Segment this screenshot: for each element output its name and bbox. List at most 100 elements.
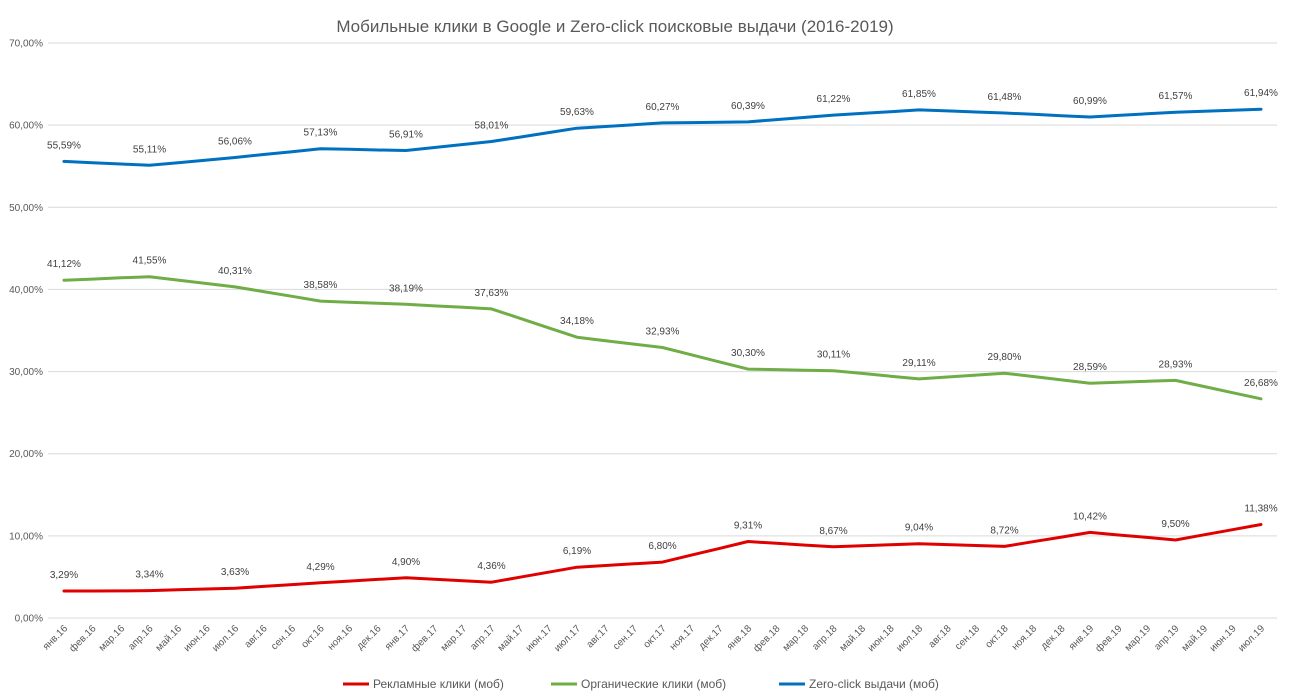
data-label: 28,93% (1159, 359, 1193, 370)
data-label: 32,93% (646, 327, 680, 338)
legend-label: Zero-click выдачи (моб) (809, 677, 939, 691)
x-tick-label: июл.16 (210, 623, 241, 654)
x-tick-label: фев.16 (67, 622, 99, 654)
y-tick-label: 10,00% (9, 531, 43, 542)
x-tick-label: дек.16 (355, 623, 384, 652)
x-tick-label: мар.19 (1123, 623, 1154, 654)
data-label: 28,59% (1073, 362, 1107, 373)
data-label: 30,11% (817, 350, 850, 361)
x-tick-label: июл.18 (894, 623, 925, 654)
x-tick-label: апр.17 (468, 623, 498, 653)
data-label: 61,85% (902, 89, 936, 100)
data-label: 61,57% (1159, 91, 1193, 102)
x-tick-label: июл.19 (1236, 623, 1267, 654)
x-tick-label: июн.16 (182, 623, 213, 654)
y-tick-label: 70,00% (9, 39, 43, 50)
data-label: 41,12% (47, 259, 81, 270)
data-label: 3,63% (221, 567, 249, 578)
x-tick-label: авг.17 (585, 623, 612, 650)
legend-item-2[interactable]: Органические клики (моб) (551, 677, 726, 691)
x-tick-label: сен.18 (953, 623, 982, 652)
data-label: 61,22% (817, 94, 851, 105)
legend-label: Рекламные клики (моб) (373, 677, 504, 691)
y-tick-label: 0,00% (15, 614, 43, 625)
series-line-2 (62, 275, 1263, 401)
data-labels: 3,29% 3,34% 3,63% 4,29% 4,90% 4,36% 6,19% 6,80%… (47, 88, 1278, 581)
data-label: 37,63% (475, 288, 509, 299)
y-axis: 0,00% 10,00% 20,00% 30,00% 40,00% 50,00% 60,00… (9, 39, 43, 625)
data-label: 38,58% (304, 280, 338, 291)
x-tick-label: июл.17 (552, 623, 583, 654)
x-tick-label: фев.18 (751, 622, 783, 654)
series-layer (62, 107, 1263, 593)
x-tick-label: июн.17 (524, 623, 555, 654)
data-label: 10,42% (1073, 511, 1107, 522)
data-label: 6,19% (563, 546, 591, 557)
data-label: 9,50% (1161, 519, 1189, 530)
series-line-1 (62, 523, 1263, 593)
data-label: 9,31% (734, 521, 762, 532)
x-tick-label: окт.16 (299, 623, 326, 650)
chart-title: Мобильные клики в Google и Zero-click по… (336, 17, 893, 36)
x-tick-label: авг.18 (927, 623, 954, 650)
y-tick-label: 20,00% (9, 449, 43, 460)
x-tick-label: апр.19 (1152, 623, 1182, 653)
legend-item-1[interactable]: Рекламные клики (моб) (343, 677, 504, 691)
data-label: 8,67% (819, 526, 847, 537)
x-tick-label: дек.18 (1039, 623, 1068, 652)
y-tick-label: 60,00% (9, 121, 43, 132)
x-tick-label: ноя.18 (1010, 623, 1040, 653)
data-label: 56,91% (389, 130, 423, 141)
data-label: 6,80% (648, 541, 676, 552)
data-label: 41,55% (133, 256, 167, 267)
legend: Рекламные клики (моб) Органические клики … (343, 677, 939, 691)
x-tick-label: сен.16 (269, 623, 298, 652)
x-tick-label: фев.17 (409, 622, 441, 654)
data-label: 4,90% (392, 557, 420, 568)
x-tick-label: май.18 (838, 623, 869, 654)
data-label: 60,99% (1073, 96, 1107, 107)
x-tick-label: янв.18 (725, 623, 754, 652)
data-label: 40,31% (218, 266, 252, 277)
x-tick-label: дек.17 (697, 623, 726, 652)
x-tick-label: мар.18 (781, 623, 812, 654)
data-label: 4,36% (477, 561, 505, 572)
legend-item-3[interactable]: Zero-click выдачи (моб) (779, 677, 939, 691)
legend-label: Органические клики (моб) (581, 677, 726, 691)
x-tick-label: янв.19 (1067, 623, 1096, 652)
data-label: 26,68% (1244, 378, 1278, 389)
x-tick-label: сен.17 (611, 623, 640, 652)
x-tick-label: май.16 (154, 623, 185, 654)
x-tick-label: янв.16 (41, 623, 70, 652)
data-label: 8,72% (990, 525, 1018, 536)
y-tick-label: 50,00% (9, 203, 43, 214)
data-label: 29,11% (902, 358, 935, 369)
data-label: 60,39% (731, 101, 765, 112)
x-tick-label: янв.17 (383, 623, 412, 652)
x-tick-label: апр.16 (126, 623, 156, 653)
y-tick-label: 40,00% (9, 285, 43, 296)
x-tick-label: мар.16 (97, 623, 128, 654)
data-label: 38,19% (389, 283, 423, 294)
x-tick-label: авг.16 (243, 623, 270, 650)
data-label: 55,11% (133, 144, 166, 155)
x-tick-label: фев.19 (1093, 622, 1125, 654)
data-label: 56,06% (218, 137, 252, 148)
data-label: 34,18% (560, 316, 594, 327)
data-label: 29,80% (988, 352, 1022, 363)
data-label: 61,94% (1244, 88, 1278, 99)
x-tick-label: ноя.17 (668, 623, 698, 653)
x-tick-label: окт.18 (983, 623, 1010, 650)
data-label: 55,59% (47, 140, 81, 151)
x-tick-label: окт.17 (641, 623, 668, 650)
data-label: 11,38% (1244, 504, 1277, 515)
x-tick-label: апр.18 (810, 623, 840, 653)
data-label: 3,34% (135, 570, 163, 581)
data-label: 3,29% (50, 570, 78, 581)
x-tick-label: июн.19 (1208, 623, 1239, 654)
x-tick-label: июн.18 (866, 623, 897, 654)
data-label: 4,29% (306, 562, 334, 573)
x-tick-label: мар.17 (439, 623, 470, 654)
